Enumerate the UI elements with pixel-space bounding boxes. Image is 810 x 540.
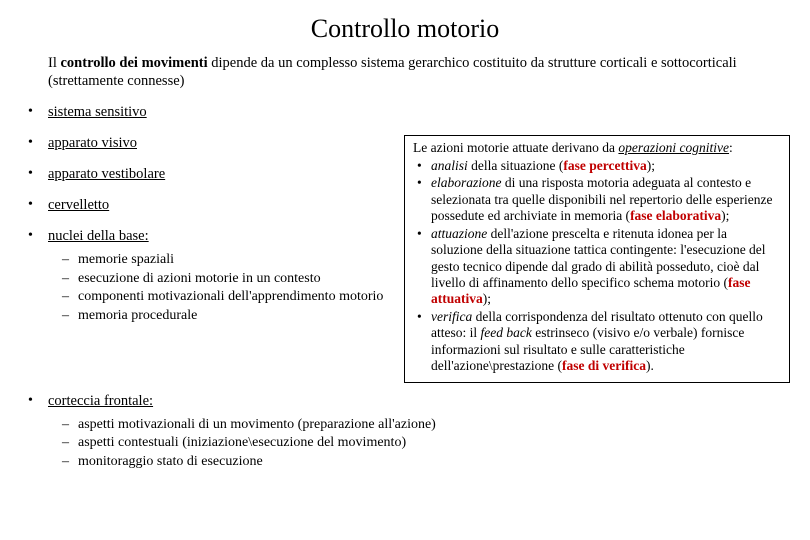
left-column: apparato visivo apparato vestibolare cer… <box>20 135 390 338</box>
sub-item: memorie spaziali <box>62 251 390 269</box>
box-item: analisi della situazione (fase percettiv… <box>413 158 781 174</box>
b1-a: analisi <box>431 158 468 173</box>
page-title: Controllo motorio <box>20 14 790 44</box>
b2-d: ); <box>721 208 729 223</box>
sub-item: memoria procedurale <box>62 307 390 325</box>
two-column-region: apparato visivo apparato vestibolare cer… <box>20 135 790 383</box>
box-item: attuazione dell'azione prescelta e riten… <box>413 226 781 308</box>
b4-e: fase di verifica <box>562 358 646 373</box>
main-bullet-list: sistema sensitivo <box>26 104 790 121</box>
list-item: nuclei della base: memorie spaziali esec… <box>26 228 390 324</box>
b4-c: feed back <box>481 325 532 340</box>
list-item: apparato visivo <box>26 135 390 152</box>
item-label: apparato vestibolare <box>48 166 165 182</box>
bottom-list: corteccia frontale: aspetti motivazional… <box>26 393 790 471</box>
b4-f: ). <box>646 358 654 373</box>
sub-item: aspetti contestuali (iniziazione\esecuzi… <box>62 434 790 452</box>
list-item: corteccia frontale: aspetti motivazional… <box>26 393 790 471</box>
b2-c: fase elaborativa <box>630 208 721 223</box>
sub-item: esecuzione di azioni motorie in un conte… <box>62 270 390 288</box>
b2-a: elaborazione <box>431 175 502 190</box>
intro-prefix: Il <box>48 55 60 71</box>
box-lead-a: Le azioni motorie attuate derivano da <box>413 140 618 155</box>
item-label: sistema sensitivo <box>48 104 147 120</box>
list-item: cervelletto <box>26 197 390 214</box>
cognitive-operations-box: Le azioni motorie attuate derivano da op… <box>404 135 790 383</box>
item-label: cervelletto <box>48 197 109 213</box>
box-lead: Le azioni motorie attuate derivano da op… <box>413 140 781 156</box>
sub-item: monitoraggio stato di esecuzione <box>62 453 790 471</box>
box-item: verifica della corrispondenza del risult… <box>413 309 781 375</box>
sub-item: aspetti motivazionali di un movimento (p… <box>62 416 790 434</box>
box-lead-b: operazioni cognitive <box>618 140 729 155</box>
intro-paragraph: Il controllo dei movimenti dipende da un… <box>48 54 780 90</box>
nuclei-sub-list: memorie spaziali esecuzione di azioni mo… <box>62 251 390 324</box>
b1-c: fase percettiva <box>563 158 646 173</box>
b1-d: ); <box>647 158 655 173</box>
intro-bold: controllo dei movimenti <box>60 55 207 71</box>
box-lead-c: : <box>729 140 733 155</box>
list-item: sistema sensitivo <box>26 104 790 121</box>
box-list: analisi della situazione (fase percettiv… <box>413 158 781 375</box>
item-label: nuclei della base: <box>48 228 149 244</box>
sub-item: componenti motivazionali dell'apprendime… <box>62 288 390 306</box>
list-item: apparato vestibolare <box>26 166 390 183</box>
b4-a: verifica <box>431 309 472 324</box>
item-label: corteccia frontale: <box>48 393 153 409</box>
b1-b: della situazione ( <box>468 158 564 173</box>
corteccia-sub-list: aspetti motivazionali di un movimento (p… <box>62 416 790 471</box>
item-label: apparato visivo <box>48 135 137 151</box>
box-item: elaborazione di una risposta motoria ade… <box>413 175 781 224</box>
b3-a: attuazione <box>431 226 487 241</box>
b3-d: ); <box>483 291 491 306</box>
